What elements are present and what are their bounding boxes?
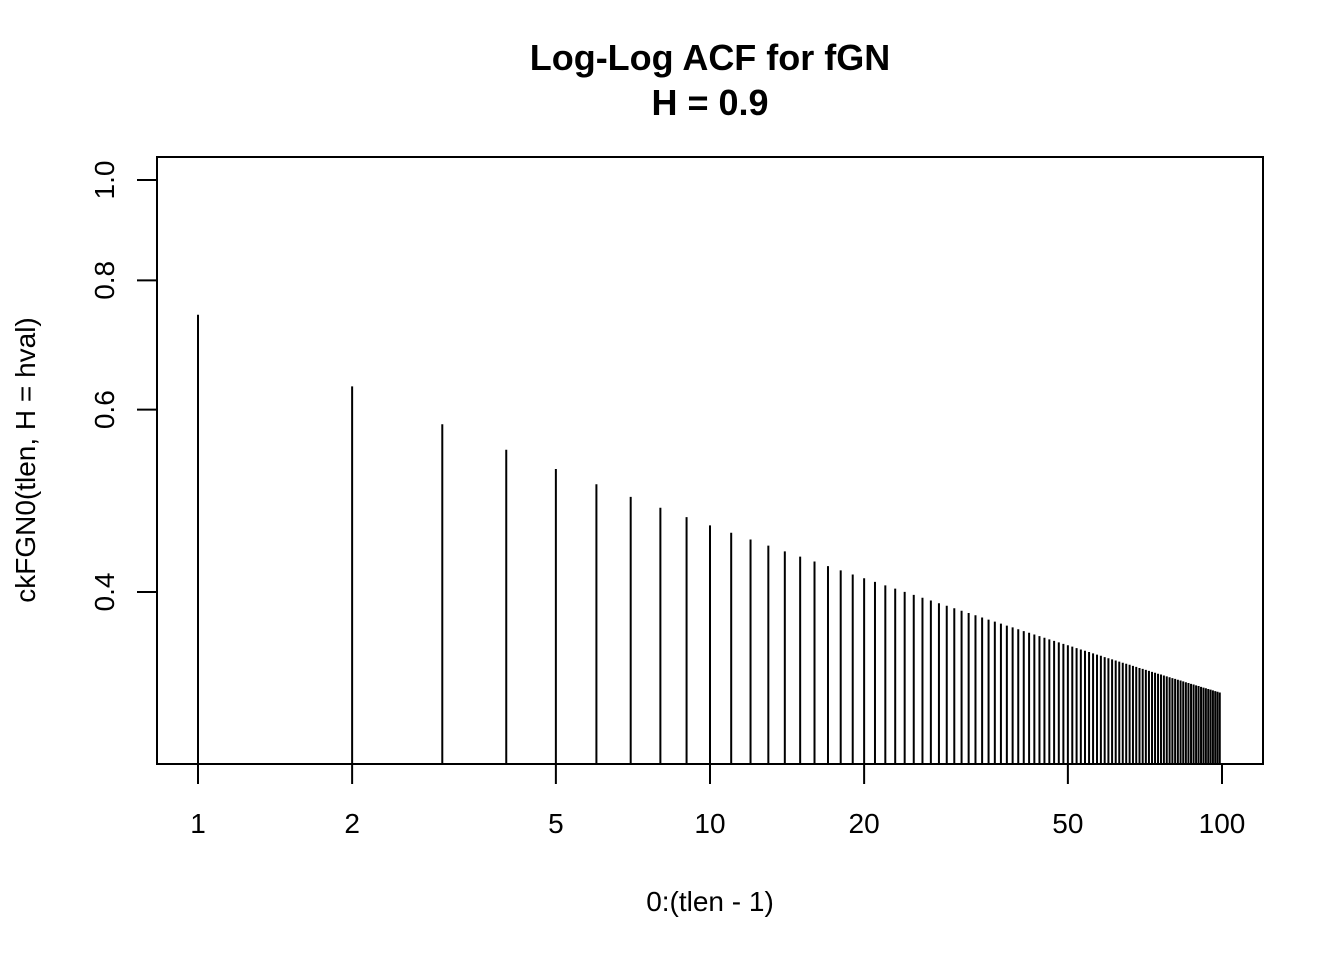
x-tick-label: 100 xyxy=(1199,808,1246,839)
y-axis: 0.4 0.6 0.8 1.0 xyxy=(89,161,158,612)
y-tick-label: 1.0 xyxy=(89,161,120,200)
chart-subtitle: H = 0.9 xyxy=(651,82,768,123)
x-axis: 1 2 5 10 20 50 100 xyxy=(190,763,1246,839)
y-axis-label: ckFGN0(tlen, H = hval) xyxy=(10,317,41,603)
chart-title: Log-Log ACF for fGN xyxy=(530,37,891,78)
x-tick-label: 5 xyxy=(548,808,564,839)
y-tick-label: 0.6 xyxy=(89,390,120,429)
y-tick-label: 0.4 xyxy=(89,573,120,612)
x-tick-label: 1 xyxy=(190,808,206,839)
spike-series xyxy=(197,314,1221,764)
y-tick-label: 0.8 xyxy=(89,261,120,300)
x-tick-label: 20 xyxy=(849,808,880,839)
x-tick-label: 2 xyxy=(344,808,360,839)
x-tick-label: 10 xyxy=(694,808,725,839)
x-tick-label: 50 xyxy=(1052,808,1083,839)
x-axis-label: 0:(tlen - 1) xyxy=(646,886,774,917)
